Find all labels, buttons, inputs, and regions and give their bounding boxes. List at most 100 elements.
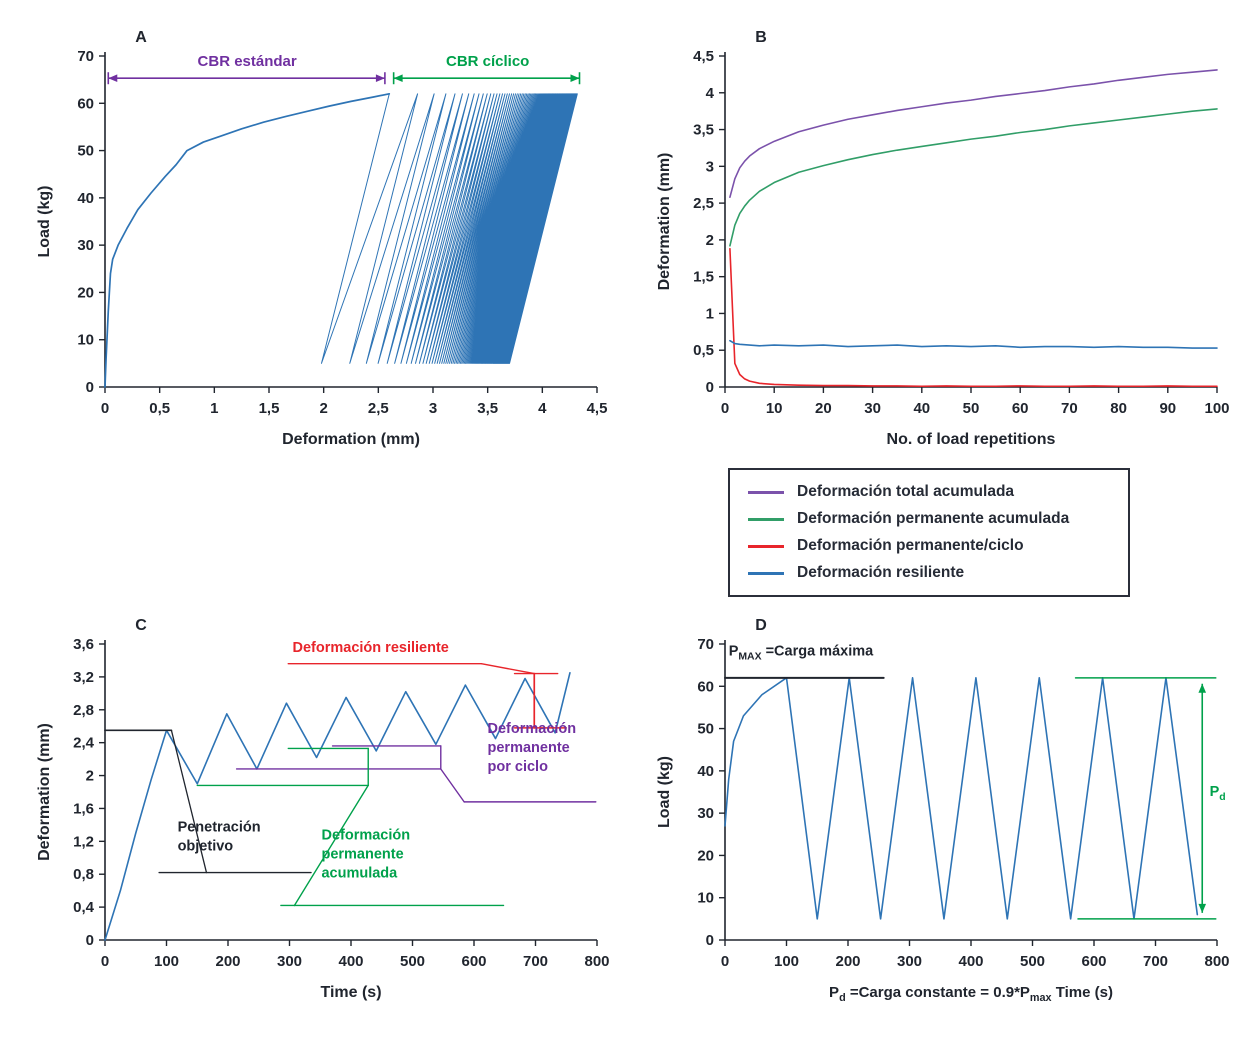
svg-text:3: 3 — [706, 158, 714, 175]
svg-text:0: 0 — [706, 379, 714, 396]
svg-text:3: 3 — [429, 400, 437, 417]
legend-item-permanente-ciclo: Deformación permanente/ciclo — [748, 537, 1110, 555]
svg-text:permanente: permanente — [488, 740, 570, 756]
svg-text:10: 10 — [77, 332, 94, 349]
svg-text:0: 0 — [721, 400, 729, 417]
svg-text:600: 600 — [461, 953, 486, 970]
svg-text:50: 50 — [963, 400, 980, 417]
legend-label: Deformación total acumulada — [797, 483, 1015, 500]
svg-text:0: 0 — [706, 932, 714, 949]
svg-text:Deformation (mm): Deformation (mm) — [36, 723, 53, 861]
svg-text:Deformation (mm): Deformation (mm) — [282, 431, 420, 448]
svg-text:300: 300 — [277, 953, 302, 970]
svg-text:0: 0 — [101, 953, 109, 970]
legend-label: Deformación permanente acumulada — [797, 510, 1070, 527]
svg-text:por ciclo: por ciclo — [488, 759, 549, 775]
legend-swatch-green-line — [748, 517, 784, 521]
svg-text:70: 70 — [77, 48, 94, 65]
svg-text:400: 400 — [338, 953, 363, 970]
legend-item-total-acumulada: Deformación total acumulada — [748, 483, 1110, 501]
svg-text:20: 20 — [77, 284, 94, 301]
svg-text:1: 1 — [706, 305, 714, 322]
svg-text:CBR estándar: CBR estándar — [198, 53, 297, 70]
svg-text:permanente: permanente — [321, 847, 403, 863]
svg-text:30: 30 — [77, 237, 94, 254]
svg-text:700: 700 — [523, 953, 548, 970]
svg-text:500: 500 — [1020, 953, 1045, 970]
svg-text:objetivo: objetivo — [178, 838, 234, 854]
svg-text:70: 70 — [1061, 400, 1078, 417]
svg-text:2,4: 2,4 — [73, 735, 95, 752]
svg-text:acumulada: acumulada — [321, 866, 398, 882]
panel-d-chart: 0 100 200 300 400 500 600 700 800 0 10 20 30 40 50 60 70… — [656, 617, 1230, 1004]
svg-text:50: 50 — [77, 143, 94, 160]
svg-text:2,8: 2,8 — [73, 702, 94, 719]
svg-text:60: 60 — [1012, 400, 1029, 417]
panel-c: 0 100 200 300 400 500 600 700 800 0 0,4 0,8 1,2 1,6 2 2… — [25, 600, 625, 1025]
svg-text:2: 2 — [86, 768, 94, 785]
panel-d: 0 100 200 300 400 500 600 700 800 0 10 20 30 40 50 60 70… — [645, 600, 1245, 1025]
svg-text:1,2: 1,2 — [73, 833, 94, 850]
legend-swatch-blue-line — [748, 571, 784, 575]
svg-text:2: 2 — [706, 232, 714, 249]
svg-text:40: 40 — [913, 400, 930, 417]
svg-text:200: 200 — [215, 953, 240, 970]
svg-text:70: 70 — [697, 636, 714, 653]
svg-text:80: 80 — [1110, 400, 1127, 417]
svg-text:300: 300 — [897, 953, 922, 970]
panel-c-chart: 0 100 200 300 400 500 600 700 800 0 0,4 0,8 1,2 1,6 2 2… — [36, 617, 610, 1001]
svg-text:0,8: 0,8 — [73, 866, 94, 883]
legend-item-permanente-acumulada: Deformación permanente acumulada — [748, 510, 1110, 528]
legend-swatch-red-line — [748, 544, 784, 548]
svg-text:0: 0 — [721, 953, 729, 970]
svg-text:40: 40 — [697, 763, 714, 780]
panel-a-chart: 0 0,5 1 1,5 2 2,5 3 3,5 4 4,5 0 10 20 30 40 50 60 70 Defor… — [36, 29, 608, 448]
svg-text:D: D — [755, 617, 767, 634]
legend-swatch-purple-line — [748, 490, 784, 494]
svg-text:40: 40 — [77, 190, 94, 207]
legend-item-resiliente: Deformación resiliente — [748, 564, 1110, 582]
svg-text:50: 50 — [697, 721, 714, 738]
svg-text:100: 100 — [154, 953, 179, 970]
svg-text:100: 100 — [774, 953, 799, 970]
svg-text:Deformación: Deformación — [488, 721, 577, 737]
svg-text:PMAX =Carga máxima: PMAX =Carga máxima — [729, 643, 874, 662]
panel-a: 0 0,5 1 1,5 2 2,5 3 3,5 4 4,5 0 10 20 30 40 50 60 70 Defor… — [25, 12, 625, 472]
svg-text:800: 800 — [584, 953, 609, 970]
svg-text:2,5: 2,5 — [368, 400, 389, 417]
svg-text:Time (s): Time (s) — [320, 984, 381, 1001]
svg-text:400: 400 — [958, 953, 983, 970]
svg-text:60: 60 — [77, 95, 94, 112]
svg-text:0,5: 0,5 — [693, 342, 714, 359]
svg-text:800: 800 — [1204, 953, 1229, 970]
svg-text:Penetración: Penetración — [178, 819, 261, 835]
svg-text:200: 200 — [835, 953, 860, 970]
panel-b-chart: 0 10 20 30 40 50 60 70 80 90 100 0 0,5 1 1,5 2 2,5 3 3,5 4 4… — [656, 29, 1230, 448]
svg-text:1,5: 1,5 — [693, 269, 714, 286]
svg-text:1,5: 1,5 — [259, 400, 280, 417]
svg-text:Deformación: Deformación — [321, 828, 410, 844]
svg-text:30: 30 — [864, 400, 881, 417]
svg-text:4,5: 4,5 — [693, 48, 714, 65]
svg-text:4: 4 — [538, 400, 547, 417]
svg-text:Deformation (mm): Deformation (mm) — [656, 153, 673, 291]
chart-legend: Deformación total acumulada Deformación … — [728, 468, 1130, 597]
svg-text:2: 2 — [319, 400, 327, 417]
svg-text:No. of load repetitions: No. of load repetitions — [887, 431, 1056, 448]
svg-text:4: 4 — [706, 85, 715, 102]
svg-text:B: B — [755, 29, 767, 46]
svg-text:4,5: 4,5 — [587, 400, 608, 417]
svg-text:60: 60 — [697, 678, 714, 695]
svg-text:1,6: 1,6 — [73, 800, 94, 817]
svg-text:A: A — [135, 29, 147, 46]
svg-text:100: 100 — [1204, 400, 1229, 417]
legend-label: Deformación resiliente — [797, 564, 965, 581]
svg-text:Load (kg): Load (kg) — [36, 186, 53, 258]
svg-text:Pd: Pd — [1210, 784, 1226, 803]
svg-text:10: 10 — [697, 890, 714, 907]
svg-text:3,2: 3,2 — [73, 669, 94, 686]
svg-text:0,5: 0,5 — [149, 400, 170, 417]
svg-text:10: 10 — [766, 400, 783, 417]
svg-text:0: 0 — [86, 379, 94, 396]
